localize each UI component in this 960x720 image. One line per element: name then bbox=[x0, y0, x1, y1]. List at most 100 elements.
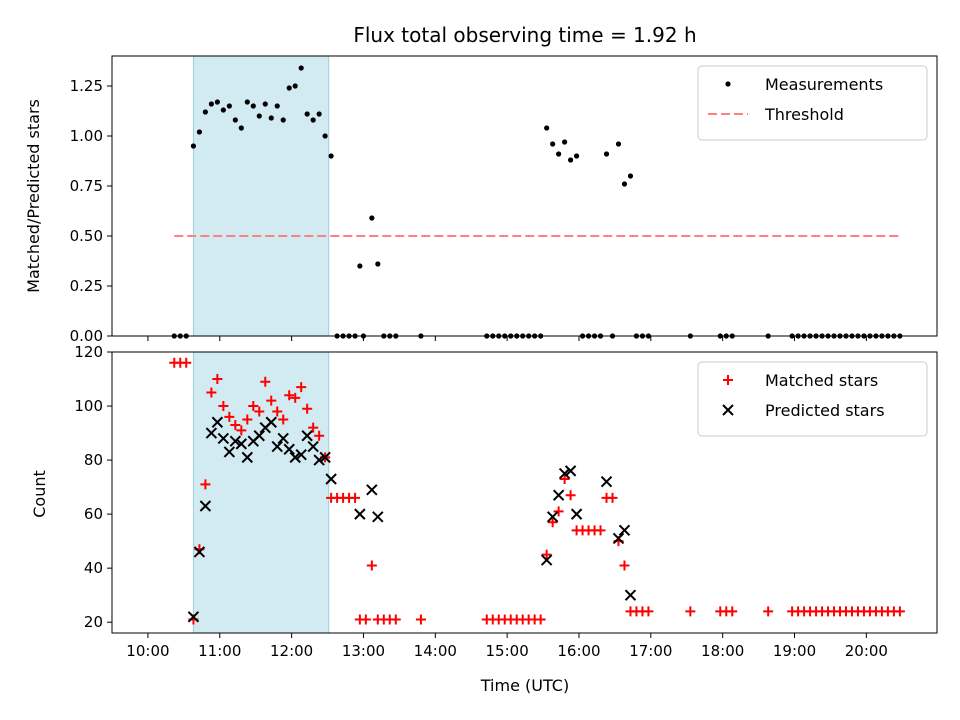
matched-stars-point bbox=[200, 479, 211, 490]
matched-stars-point bbox=[535, 614, 546, 625]
predicted-stars-point bbox=[295, 448, 307, 461]
bottom-panel-marks bbox=[169, 357, 905, 625]
matched-stars-point bbox=[248, 401, 259, 412]
threshold-legend-label: Threshold bbox=[764, 105, 844, 124]
x-tick-label: 17:00 bbox=[629, 642, 672, 660]
measurements-point bbox=[262, 101, 268, 107]
matched-stars-point bbox=[390, 614, 401, 625]
matched-stars-point bbox=[242, 414, 253, 425]
measurements-point bbox=[202, 109, 208, 115]
x-tick-label: 12:00 bbox=[270, 642, 313, 660]
observing-window-shade bbox=[192, 55, 330, 337]
predicted-stars-point bbox=[205, 427, 218, 439]
bottom-panel-x-ticks: 10:00 11:00 12:00 13:00 14:00 15:00 16:00 17:00… bbox=[126, 633, 888, 660]
measurements-point bbox=[208, 101, 214, 107]
measurements-point bbox=[214, 99, 220, 105]
top-y-axis-label: Matched/Predicted stars bbox=[24, 99, 43, 293]
predicted-stars-point bbox=[558, 467, 571, 480]
x-tick-label: 15:00 bbox=[486, 642, 529, 660]
predicted-stars-point bbox=[223, 446, 236, 458]
measurements-point bbox=[615, 141, 622, 147]
measurements-point bbox=[232, 117, 238, 123]
measurements-point bbox=[256, 113, 262, 119]
y-tick-label: 100 bbox=[74, 397, 103, 415]
predicted-stars-point bbox=[325, 473, 337, 485]
bottom-panel-frame bbox=[111, 351, 938, 634]
x-tick-label: 18:00 bbox=[701, 642, 744, 660]
matched-stars-point bbox=[415, 614, 426, 625]
predicted-stars-point bbox=[600, 475, 613, 488]
matched-stars-point bbox=[302, 403, 313, 414]
measurements-point bbox=[375, 261, 381, 267]
predicted-stars-point bbox=[319, 451, 331, 464]
y-tick-label: 0.25 bbox=[70, 277, 103, 295]
measurements-point bbox=[357, 263, 363, 269]
predicted-stars-point bbox=[283, 443, 295, 455]
y-tick-label: 1.25 bbox=[70, 77, 103, 95]
bottom-panel: 20 40 60 80 100 120 10:00 11:00 12:00 13:00 14:00… bbox=[30, 343, 938, 695]
matched-stars-point bbox=[547, 517, 558, 528]
x-tick-label: 16:00 bbox=[557, 642, 600, 660]
predicted-stars-point bbox=[289, 451, 301, 464]
matched-stars-legend-marker bbox=[723, 375, 733, 385]
y-tick-label: 80 bbox=[84, 451, 103, 469]
matched-stars-point bbox=[290, 392, 301, 403]
y-tick-label: 0.75 bbox=[70, 177, 103, 195]
measurements-point bbox=[244, 99, 250, 105]
measurements-point bbox=[238, 125, 244, 131]
bottom-panel-y-ticks: 20 40 60 80 100 120 bbox=[74, 343, 112, 631]
measurements-point bbox=[196, 129, 203, 135]
measurements-point bbox=[567, 157, 574, 163]
measurements-point bbox=[316, 111, 322, 117]
matched-stars-point bbox=[643, 606, 654, 617]
measurements-point bbox=[627, 173, 634, 179]
matched-stars-point bbox=[553, 506, 564, 517]
measurements-point bbox=[556, 151, 562, 157]
bottom-y-axis-label: Count bbox=[30, 470, 49, 518]
matched-stars-point bbox=[230, 419, 241, 430]
y-tick-label: 20 bbox=[84, 613, 103, 631]
matched-stars-point bbox=[296, 382, 307, 393]
predicted-stars-point bbox=[570, 508, 583, 520]
predicted-stars-point bbox=[229, 435, 242, 447]
measurements-legend-marker bbox=[725, 81, 731, 87]
matched-stars-point bbox=[366, 560, 377, 571]
matched-stars-point bbox=[272, 406, 283, 417]
matched-stars-point bbox=[360, 614, 371, 625]
predicted-stars-point bbox=[624, 589, 637, 601]
predicted-stars-point bbox=[618, 524, 631, 537]
predicted-stars-legend-marker bbox=[722, 404, 734, 416]
x-axis-label: Time (UTC) bbox=[480, 676, 569, 695]
predicted-stars-point bbox=[199, 500, 212, 512]
matched-stars-point bbox=[619, 560, 630, 571]
predicted-stars-legend-label: Predicted stars bbox=[765, 401, 885, 420]
measurements-point bbox=[298, 65, 304, 71]
predicted-stars-point bbox=[193, 546, 206, 558]
measurements-point bbox=[603, 151, 610, 157]
predicted-stars-point bbox=[211, 416, 224, 428]
matched-stars-point bbox=[308, 422, 319, 433]
predicted-stars-point bbox=[235, 438, 248, 450]
predicted-stars-point bbox=[313, 454, 325, 466]
matched-stars-point bbox=[218, 401, 229, 412]
matched-stars-point bbox=[181, 357, 192, 368]
measurements-legend-label: Measurements bbox=[765, 75, 883, 94]
matched-stars-point bbox=[278, 414, 289, 425]
measurements-point bbox=[544, 125, 550, 131]
measurements-point bbox=[274, 103, 280, 109]
matched-stars-point bbox=[894, 606, 905, 617]
predicted-stars-point bbox=[265, 416, 277, 428]
x-tick-label: 13:00 bbox=[342, 642, 385, 660]
predicted-stars-point bbox=[372, 511, 384, 523]
predicted-stars-point bbox=[552, 489, 565, 501]
y-tick-label: 120 bbox=[74, 343, 103, 361]
matched-stars-point bbox=[260, 376, 271, 387]
predicted-stars-point bbox=[241, 451, 254, 464]
y-tick-label: 0.00 bbox=[70, 327, 103, 345]
measurements-point bbox=[322, 133, 328, 139]
predicted-stars-point bbox=[253, 430, 265, 442]
top-legend: Measurements Threshold bbox=[697, 65, 928, 141]
predicted-stars-point bbox=[301, 430, 313, 442]
measurements-point bbox=[562, 139, 568, 145]
